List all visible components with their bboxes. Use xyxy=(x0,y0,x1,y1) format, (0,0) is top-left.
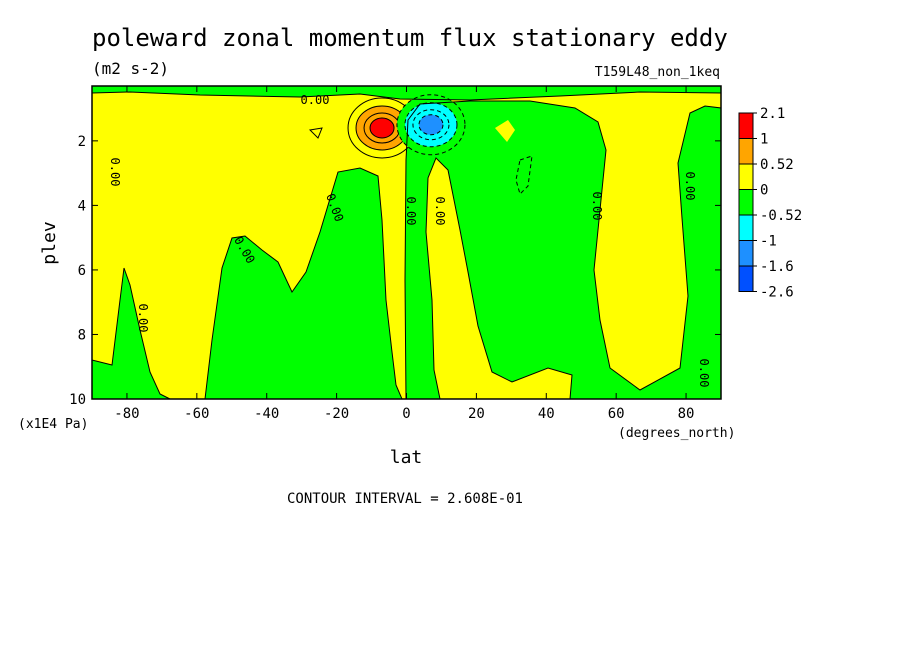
colorbar-swatch-6 xyxy=(738,240,754,267)
positive-island-2 xyxy=(618,114,668,168)
negative-region-4 xyxy=(405,101,721,399)
y-axis: 2 4 6 8 10 xyxy=(69,134,721,408)
dashed-contour xyxy=(515,155,533,195)
y-unit-label: (x1E4 Pa) xyxy=(18,417,88,432)
colorbar-label: -2.6 xyxy=(760,285,794,301)
chart-title: poleward zonal momentum flux stationary … xyxy=(92,24,728,52)
colorbar-label: -1 xyxy=(760,234,777,250)
y-tick-label: 10 xyxy=(69,392,86,408)
colorbar-label: 0 xyxy=(760,183,768,199)
colorbar-label: -1.6 xyxy=(760,259,794,275)
zero-label-10: 0.00 xyxy=(697,359,711,388)
y-tick-label: 4 xyxy=(78,198,86,214)
colorbar-swatch-3 xyxy=(738,163,754,190)
negative-region-2 xyxy=(92,268,170,399)
plot-area: 0.000.000.00 0.00 0.00 0.000.000.000.000.00 xyxy=(91,85,722,400)
colorbar-label: -0.52 xyxy=(760,208,802,224)
x-axis: -80 -60 -40 -20 0 20 40 60 80 xyxy=(114,86,694,422)
zero-contour-2 xyxy=(91,267,171,400)
negative-region-1 xyxy=(92,86,721,100)
y-tick-label: 8 xyxy=(78,327,86,343)
zero-label-4: 0.00 xyxy=(404,197,418,226)
y-tick-label: 2 xyxy=(78,134,86,150)
zero-label-5: 0.00 xyxy=(433,197,447,226)
y-tick-label: 6 xyxy=(78,263,86,279)
x-tick-label: -20 xyxy=(324,406,349,422)
negative-region xyxy=(92,86,721,399)
zero-label-7: 0.00 xyxy=(683,172,697,201)
contour-interval-note: CONTOUR INTERVAL = 2.608E-01 xyxy=(287,491,523,507)
zero-label-9: 0.00 xyxy=(136,304,150,333)
negative-region-3 xyxy=(205,168,402,399)
x-tick-label: -80 xyxy=(114,406,139,422)
x-axis-label: lat xyxy=(390,447,423,468)
zero-label-6: 0.00 xyxy=(590,192,604,221)
colorbar-swatch-7 xyxy=(738,265,754,292)
x-tick-label: -40 xyxy=(254,406,279,422)
zero-contour-3 xyxy=(204,167,403,400)
units-label: (m2 s-2) xyxy=(92,59,169,78)
min-band-16 xyxy=(418,114,444,136)
colorbar-swatch-2 xyxy=(738,138,754,165)
x-tick-label: 40 xyxy=(538,406,555,422)
colorbar-swatch-4 xyxy=(738,189,754,216)
colorbar-swatch-1 xyxy=(738,112,754,139)
x-tick-label: 0 xyxy=(402,406,410,422)
small-contour xyxy=(308,127,323,139)
positive-island-1 xyxy=(495,120,515,142)
colorbar-label: 2.1 xyxy=(760,106,785,122)
x-tick-label: 80 xyxy=(678,406,695,422)
colorbar-label: 0.52 xyxy=(760,157,794,173)
max-band-21 xyxy=(369,117,395,139)
x-tick-label: -60 xyxy=(184,406,209,422)
zero-label-2: 0.00 xyxy=(108,158,122,187)
x-unit-label: (degrees_north) xyxy=(618,426,735,441)
run-label: T159L48_non_1keq xyxy=(595,65,720,80)
zero-contour-4 xyxy=(404,100,722,400)
x-tick-label: 20 xyxy=(468,406,485,422)
y-axis-label: plev xyxy=(39,221,60,264)
x-tick-label: 60 xyxy=(608,406,625,422)
colorbar-label: 1 xyxy=(760,132,768,148)
zero-label-1: 0.00 xyxy=(301,93,330,107)
colorbar: 2.1 1 0.52 0 -0.52 -1 -1.6 -2.6 xyxy=(738,106,802,301)
contour-bands xyxy=(347,94,466,159)
colorbar-swatch-5 xyxy=(738,214,754,241)
